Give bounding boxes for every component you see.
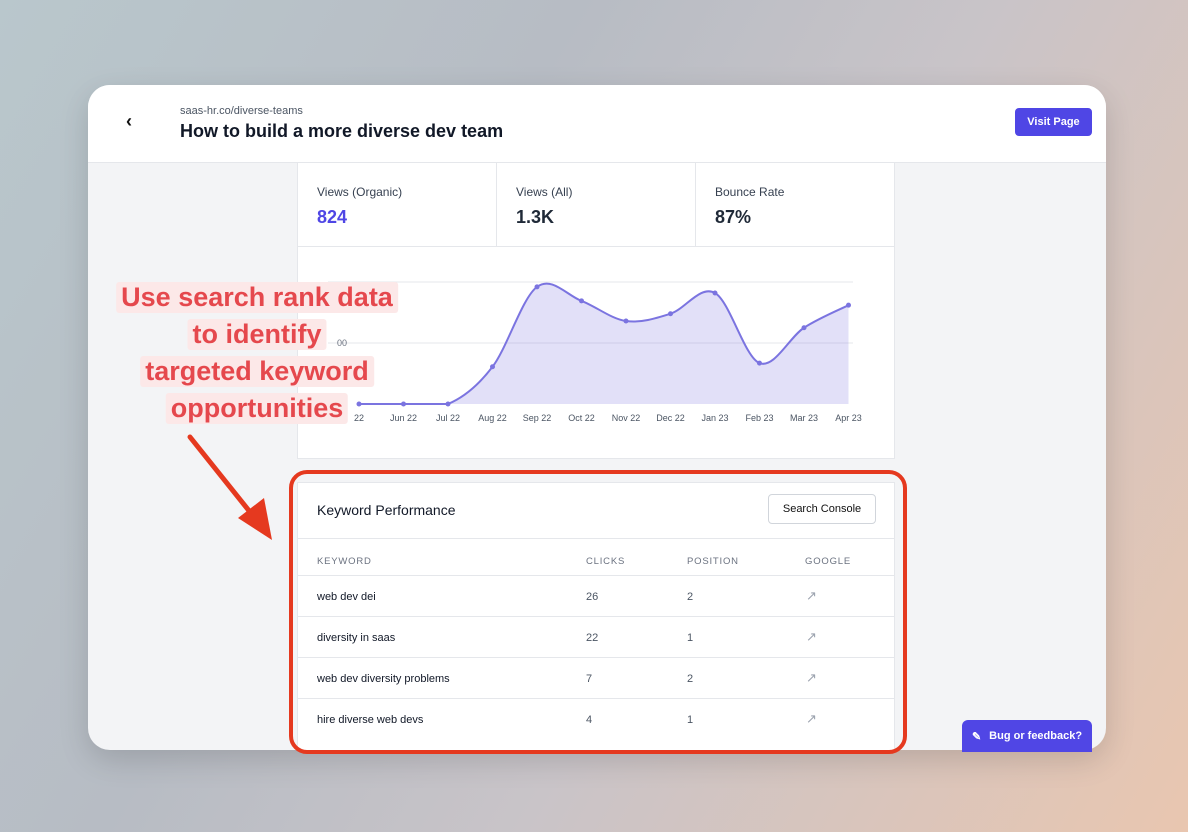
clicks: 4	[586, 714, 593, 726]
x-tick-label: Feb 23	[745, 413, 773, 423]
external-link-icon[interactable]: ↗	[806, 588, 817, 603]
point	[579, 298, 584, 304]
feedback-label: Bug or feedback?	[989, 730, 1083, 742]
table-row: diversity in saas 22 1 ↗	[298, 616, 894, 657]
x-tick-label: Nov 22	[612, 413, 641, 423]
position: 1	[687, 632, 694, 644]
point	[401, 401, 406, 407]
page-url: saas-hr.co/diverse-teams	[180, 105, 303, 117]
table-row: hire diverse web devs 4 1 ↗	[298, 698, 894, 739]
point	[534, 284, 540, 290]
stat-value: 87%	[715, 207, 752, 227]
chart: 00 22 Jun 22 Jul 22 Aug 22 Sep 22 Oct 22 Nov 22…	[328, 281, 862, 423]
pen-icon: ✎	[971, 730, 982, 743]
annotation-line: to identify	[187, 319, 327, 350]
keyword: hire diverse web devs	[317, 714, 424, 726]
page-title: How to build a more diverse dev team	[180, 121, 504, 141]
clicks: 7	[586, 673, 593, 685]
x-tick-label: Jul 22	[436, 413, 460, 423]
table-row: web dev dei 26 2 ↗	[298, 575, 894, 616]
feedback-button[interactable]: ✎ Bug or feedback?	[962, 720, 1092, 752]
stat-value: 824	[317, 207, 348, 227]
column-header: CLICKS	[586, 556, 626, 567]
highlight-outline	[289, 470, 907, 754]
x-tick-label: Dec 22	[656, 413, 685, 423]
point	[356, 401, 362, 407]
x-tick-label: Oct 22	[568, 413, 595, 423]
area	[359, 283, 849, 404]
y-tick-label: 00	[337, 338, 347, 348]
x-tick-label: Jan 23	[701, 413, 728, 423]
external-link-icon[interactable]: ↗	[806, 670, 817, 685]
back-button[interactable]: ‹	[126, 111, 132, 131]
annotation-line: targeted keyword	[140, 356, 374, 387]
visit-button[interactable]: Visit Page	[1015, 108, 1092, 136]
panel-title: Keyword Performance	[317, 502, 456, 518]
point	[846, 302, 851, 308]
point	[668, 311, 673, 317]
clicks: 26	[586, 591, 599, 603]
x-tick-label: 22	[354, 413, 364, 423]
point	[445, 401, 451, 407]
x-tick-label: Aug 22	[478, 413, 507, 423]
point	[490, 364, 495, 370]
external-link-icon[interactable]: ↗	[806, 711, 817, 726]
stat-label: Views (Organic)	[317, 185, 403, 199]
keyword: web dev dei	[317, 591, 376, 603]
annotation-line: opportunities	[165, 393, 349, 424]
position: 1	[687, 714, 694, 726]
stat: Bounce Rate 87%	[696, 163, 894, 247]
header: ‹ saas-hr.co/diverse-teams How to build …	[88, 85, 1106, 163]
position: 2	[687, 673, 694, 685]
external-link-icon[interactable]: ↗	[806, 629, 817, 644]
table-row: web dev diversity problems 7 2 ↗	[298, 657, 894, 698]
stat: Views (Organic) 824	[298, 163, 497, 247]
clicks: 22	[586, 632, 599, 644]
column-header: KEYWORD	[317, 556, 372, 567]
x-tick-label: Sep 22	[523, 413, 552, 423]
stat-label: Views (All)	[516, 185, 573, 199]
point	[801, 325, 807, 331]
position: 2	[687, 591, 694, 603]
point	[712, 290, 718, 296]
stat: Views (All) 1.3K	[497, 163, 696, 247]
app-window: ‹ saas-hr.co/diverse-teams How to build …	[88, 85, 1106, 750]
stat-label: Bounce Rate	[715, 185, 785, 199]
keyword-panel: Keyword Performance Search Console KEYWO…	[297, 482, 895, 750]
keyword: web dev diversity problems	[317, 673, 450, 685]
x-tick-label: Apr 23	[835, 413, 862, 423]
stats-panel: Views (Organic) 824 Views (All) 1.3K Bou…	[297, 163, 895, 459]
column-header: GOOGLE	[805, 556, 851, 567]
point	[623, 318, 629, 324]
point	[757, 360, 762, 366]
stat-value: 1.3K	[516, 207, 555, 227]
annotation-line: Use search rank data	[116, 282, 398, 313]
keyword: diversity in saas	[317, 632, 396, 644]
column-header: POSITION	[687, 556, 739, 567]
x-tick-label: Mar 23	[790, 413, 818, 423]
x-tick-label: Jun 22	[390, 413, 417, 423]
search-console-button[interactable]: Search Console	[768, 494, 876, 524]
divider	[298, 538, 894, 539]
